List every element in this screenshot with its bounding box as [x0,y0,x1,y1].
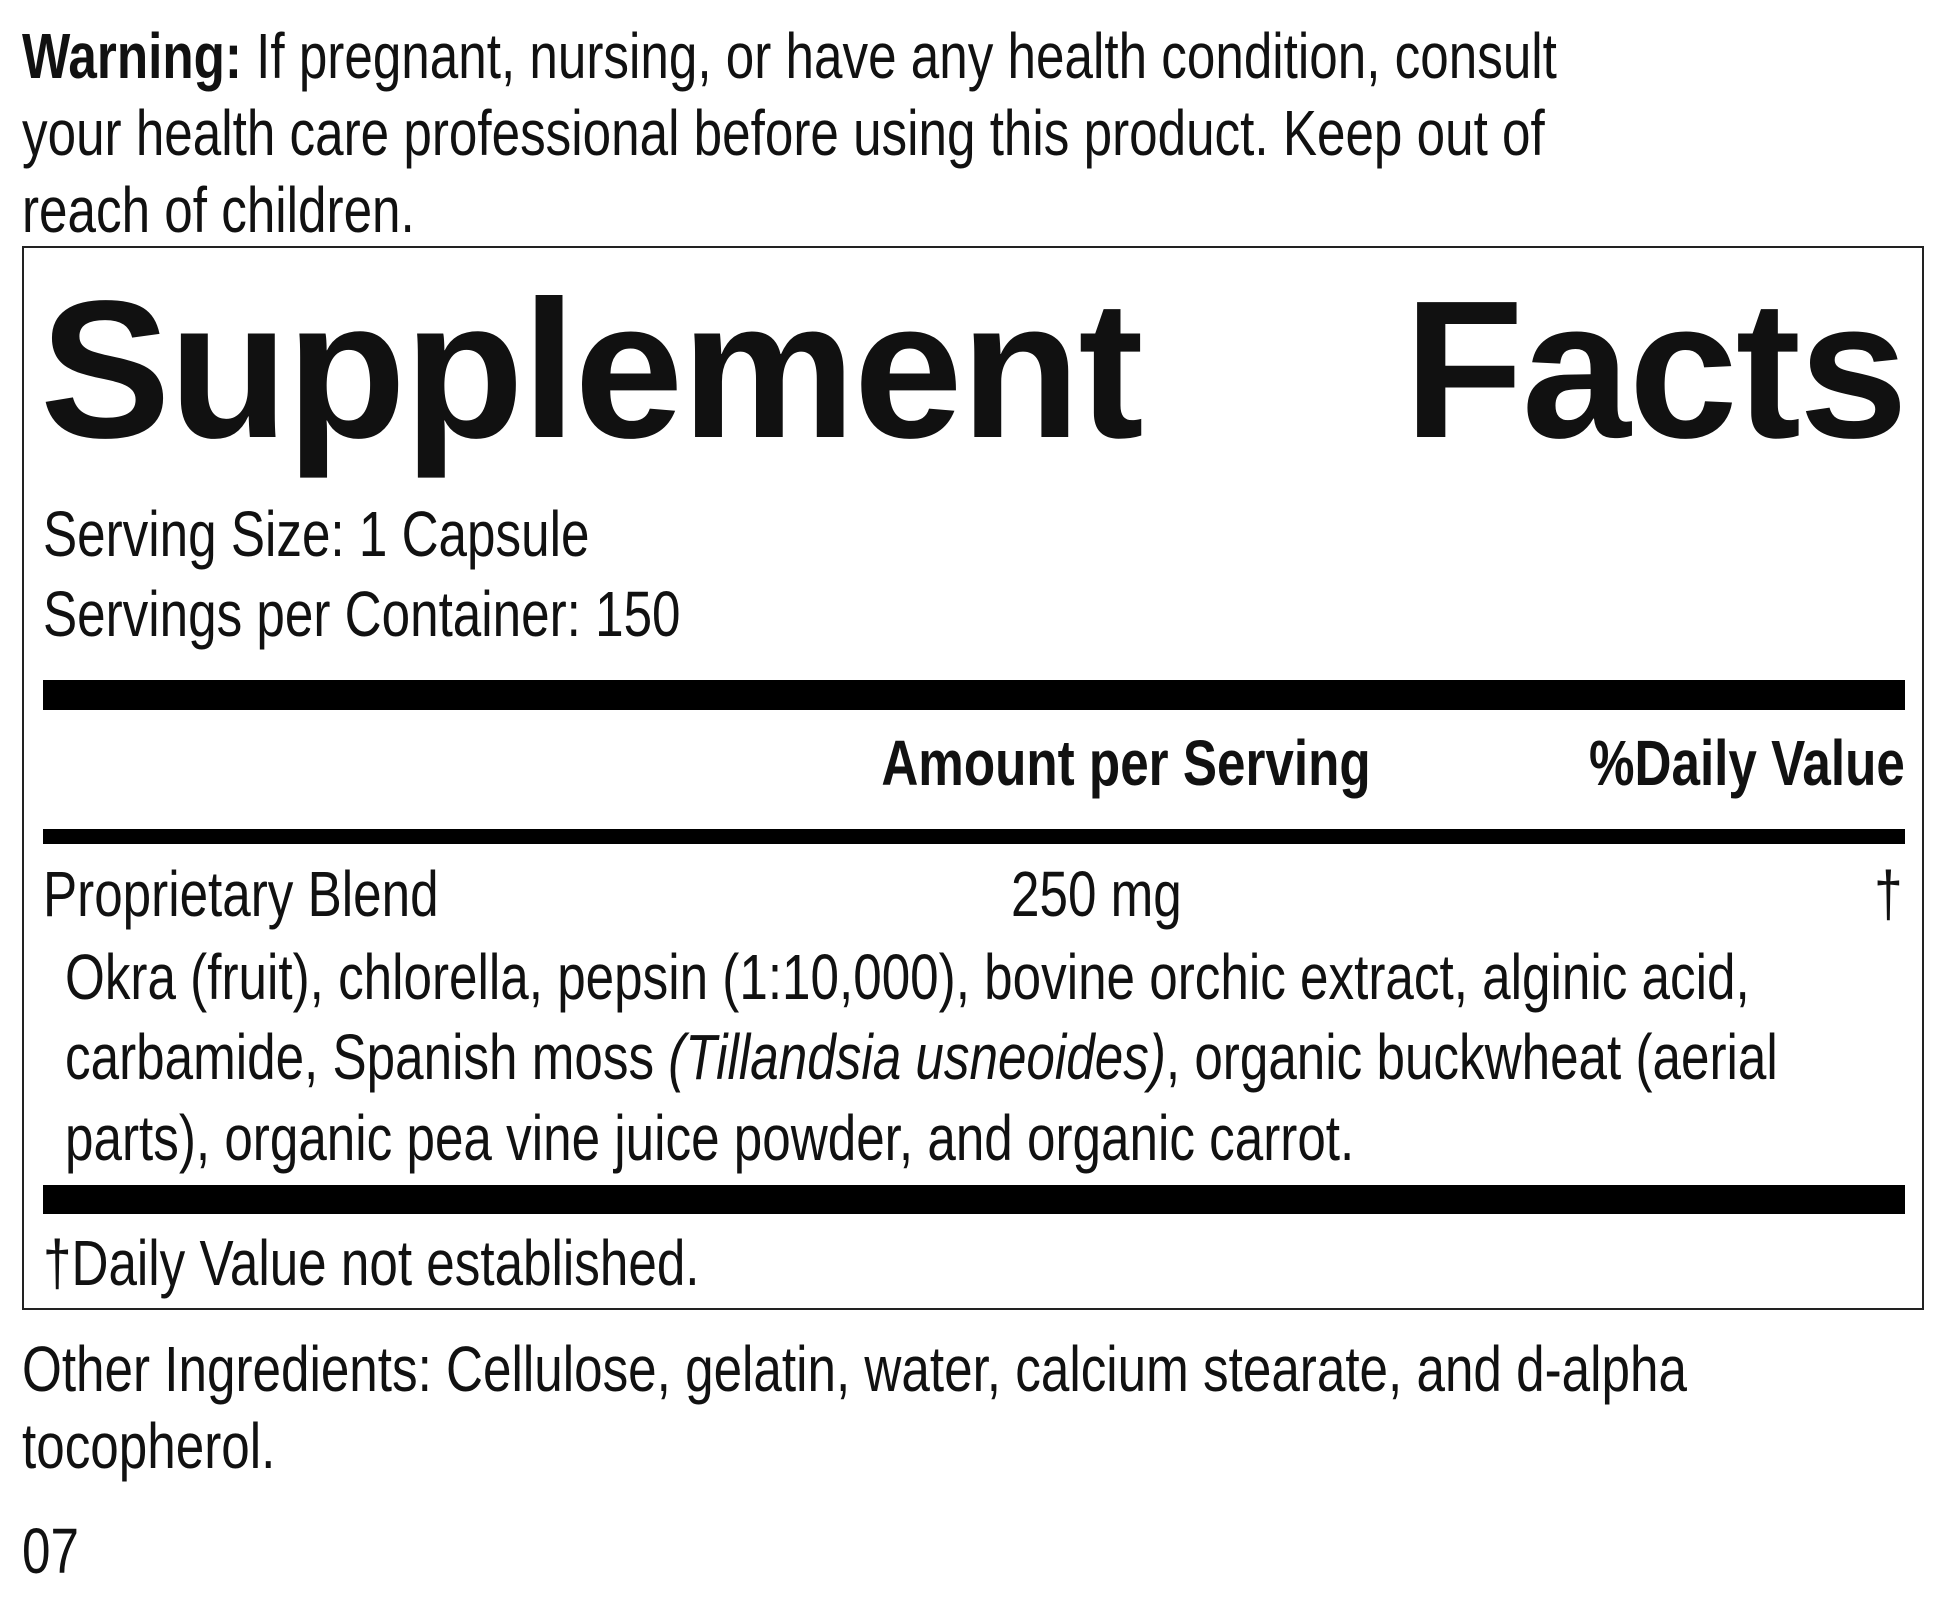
warning-line-2: your health care professional before usi… [22,97,1545,169]
latin-name: (Tillandsia usneoides) [668,1021,1166,1093]
ingredients-text: , organic buckwheat (aerial [1165,1021,1778,1093]
medium-divider [43,829,1905,844]
thick-divider-bottom [43,1185,1905,1214]
supplement-facts-panel [22,246,1924,1310]
ingredients-line-3: parts), organic pea vine juice powder, a… [65,1102,1355,1174]
product-code: 07 [22,1515,79,1587]
thick-divider [43,680,1905,710]
title-facts: Facts [1403,260,1908,479]
warning-label: Warning: [22,20,242,92]
other-ingredients-line-2: tocopherol. [22,1410,276,1482]
ingredients-text: carbamide, Spanish moss [65,1021,669,1093]
other-ingredients-line-1: Other Ingredients: Cellulose, gelatin, w… [22,1333,1687,1405]
warning-text: If pregnant, nursing, or have any health… [241,20,1557,92]
serving-size: Serving Size: 1 Capsule [43,498,590,570]
header-daily-value: %Daily Value [1589,727,1905,799]
footnote: †Daily Value not established. [43,1227,700,1299]
ingredients-line-1: Okra (fruit), chlorella, pepsin (1:10,00… [65,941,1750,1013]
row-name: Proprietary Blend [43,858,439,930]
servings-per-container: Servings per Container: 150 [43,578,681,650]
title-supplement: Supplement [40,260,1144,479]
row-amount: 250 mg [1011,858,1182,930]
warning-line-1: Warning: If pregnant, nursing, or have a… [22,18,1557,94]
row-dv-dagger: † [1874,858,1903,930]
warning-line-3: reach of children. [22,174,415,246]
ingredients-line-2: carbamide, Spanish moss (Tillandsia usne… [65,1019,1778,1095]
header-amount-per-serving: Amount per Serving [881,727,1371,799]
